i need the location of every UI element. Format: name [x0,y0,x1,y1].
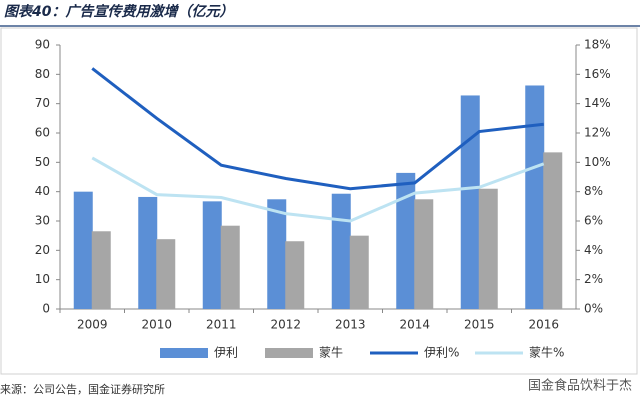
legend-swatch [265,348,313,358]
y-tick-label: 10 [35,272,50,286]
legend-label: 蒙牛 [319,345,343,360]
legend-label: 伊利% [424,346,459,360]
legend-label: 蒙牛% [529,345,564,360]
y-tick-label: 50 [35,155,50,169]
y-tick-label: 90 [35,38,50,52]
x-tick-label: 2012 [270,318,301,332]
x-tick-label: 2015 [464,318,495,332]
y2-tick-label: 18% [584,38,611,52]
y-tick-label: 80 [35,67,50,81]
bar [220,225,240,309]
x-tick-label: 2014 [399,318,430,332]
legend-label: 伊利 [214,346,238,360]
y2-tick-label: 8% [584,184,603,198]
x-tick-label: 2013 [335,318,366,332]
chart-title: 图表40：广告宣传费用激增（亿元） [4,3,233,20]
x-tick-label: 2016 [528,318,559,332]
chart-frame [0,27,638,375]
bar [138,196,158,309]
bar [478,188,498,309]
x-tick-label: 2010 [141,318,172,332]
bar [285,241,305,309]
y2-tick-label: 10% [584,155,611,169]
watermark: 国金食品饮料于杰 [528,378,632,394]
y2-tick-label: 12% [584,126,611,140]
x-tick-label: 2009 [77,318,108,332]
y2-tick-label: 16% [584,67,611,81]
bar [156,239,176,309]
y-tick-label: 40 [35,184,50,198]
y2-tick-label: 14% [584,96,611,110]
line [91,156,545,223]
legend-swatch [160,348,208,358]
y-tick-label: 0 [42,302,50,316]
bar [396,172,416,309]
bar [91,231,111,309]
y2-tick-label: 6% [584,214,603,228]
y-tick-label: 70 [35,96,50,110]
x-tick-label: 2011 [206,318,237,332]
bar [267,199,287,309]
bar [331,193,351,309]
bar [525,85,545,309]
y2-tick-label: 2% [584,272,603,286]
source: 来源：公司公告，国金证券研究所 [0,382,165,396]
bar [349,235,369,309]
bar [73,191,93,309]
y-tick-label: 20 [35,243,50,257]
bar [414,199,434,309]
y2-tick-label: 0% [584,302,603,316]
y2-tick-label: 4% [584,243,603,257]
line [91,67,544,191]
y-tick-label: 30 [35,214,50,228]
y-tick-label: 60 [35,126,50,140]
bar [202,201,222,309]
bar [543,152,563,309]
bar [460,95,480,309]
